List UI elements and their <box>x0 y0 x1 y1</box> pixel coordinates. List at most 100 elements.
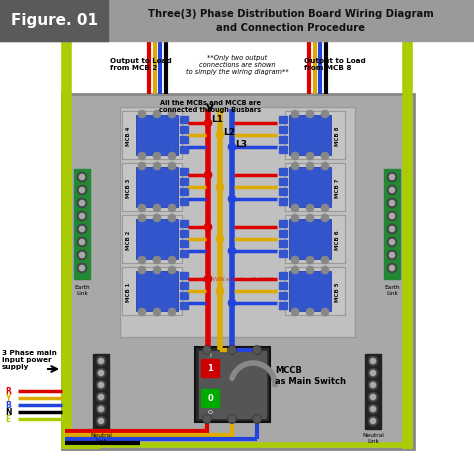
Circle shape <box>204 120 212 128</box>
Bar <box>279 137 287 144</box>
Circle shape <box>387 224 397 235</box>
Circle shape <box>153 153 161 161</box>
Circle shape <box>204 224 212 231</box>
Circle shape <box>77 212 87 222</box>
Bar <box>180 292 188 299</box>
Circle shape <box>77 199 87 208</box>
Circle shape <box>291 214 299 223</box>
Text: Y: Y <box>5 394 10 403</box>
Bar <box>180 199 188 206</box>
Bar <box>136 116 178 156</box>
Circle shape <box>321 214 329 223</box>
Bar <box>0 0 474 42</box>
Bar <box>180 282 188 289</box>
Circle shape <box>368 356 378 366</box>
Circle shape <box>368 380 378 390</box>
Bar <box>279 272 287 280</box>
Bar <box>279 199 287 206</box>
Circle shape <box>387 263 397 274</box>
Circle shape <box>370 382 376 388</box>
Circle shape <box>389 174 395 180</box>
Circle shape <box>77 224 87 235</box>
Text: All the MCBs and MCCB are
connected through Busbars: All the MCBs and MCCB are connected thro… <box>159 100 261 113</box>
Circle shape <box>321 308 329 316</box>
Bar <box>285 216 345 263</box>
Circle shape <box>153 308 161 316</box>
Circle shape <box>228 144 236 151</box>
Circle shape <box>321 153 329 161</box>
Circle shape <box>291 205 299 213</box>
Circle shape <box>253 414 262 424</box>
Circle shape <box>389 213 395 219</box>
Circle shape <box>138 111 146 119</box>
Bar <box>279 251 287 257</box>
Circle shape <box>321 266 329 274</box>
Circle shape <box>387 199 397 208</box>
Bar <box>180 189 188 196</box>
Circle shape <box>98 358 104 364</box>
Text: MCB 6: MCB 6 <box>336 230 340 249</box>
Circle shape <box>228 299 236 308</box>
Bar <box>365 354 381 429</box>
Circle shape <box>153 162 161 171</box>
Circle shape <box>153 214 161 223</box>
Text: Earth
Link: Earth Link <box>384 285 400 295</box>
Bar <box>289 219 331 259</box>
Bar <box>180 147 188 154</box>
Bar <box>180 127 188 134</box>
Bar <box>180 179 188 185</box>
Circle shape <box>98 370 104 376</box>
Circle shape <box>168 153 176 161</box>
Bar <box>279 302 287 309</box>
Circle shape <box>291 153 299 161</box>
Bar <box>180 230 188 237</box>
Circle shape <box>96 380 106 390</box>
Text: 0: 0 <box>207 394 213 403</box>
Circle shape <box>216 132 224 140</box>
Circle shape <box>138 266 146 274</box>
Circle shape <box>96 392 106 402</box>
Circle shape <box>138 162 146 171</box>
Circle shape <box>98 394 104 400</box>
Circle shape <box>168 162 176 171</box>
Circle shape <box>168 266 176 274</box>
Circle shape <box>321 205 329 213</box>
Circle shape <box>79 213 85 219</box>
Circle shape <box>204 275 212 283</box>
Circle shape <box>389 188 395 194</box>
Bar <box>180 168 188 176</box>
Circle shape <box>77 263 87 274</box>
Circle shape <box>168 205 176 213</box>
Circle shape <box>204 172 212 179</box>
Circle shape <box>153 111 161 119</box>
Bar <box>279 168 287 176</box>
Text: ©WWW.eTechnoG.COM: ©WWW.eTechnoG.COM <box>200 277 274 282</box>
Circle shape <box>77 173 87 183</box>
Bar <box>180 137 188 144</box>
Circle shape <box>370 370 376 376</box>
Text: 1: 1 <box>207 364 213 373</box>
Circle shape <box>387 212 397 222</box>
Circle shape <box>389 252 395 258</box>
Bar <box>289 168 331 207</box>
Circle shape <box>306 111 314 119</box>
Text: I: I <box>209 353 211 358</box>
Bar <box>180 241 188 247</box>
Circle shape <box>291 257 299 264</box>
Circle shape <box>79 240 85 246</box>
Circle shape <box>216 184 224 191</box>
Circle shape <box>138 205 146 213</box>
Circle shape <box>306 257 314 264</box>
Text: N: N <box>5 408 11 417</box>
Circle shape <box>79 188 85 194</box>
Text: O: O <box>208 409 212 414</box>
Text: **Only two output
connections are shown
to simply the wiring diagram**: **Only two output connections are shown … <box>186 55 288 75</box>
Bar <box>279 179 287 185</box>
Circle shape <box>387 185 397 196</box>
Text: Output to Load
from MCB 2: Output to Load from MCB 2 <box>110 58 172 71</box>
Circle shape <box>202 414 211 424</box>
Circle shape <box>98 418 104 424</box>
Bar <box>384 170 400 280</box>
Circle shape <box>370 394 376 400</box>
Bar <box>180 251 188 257</box>
